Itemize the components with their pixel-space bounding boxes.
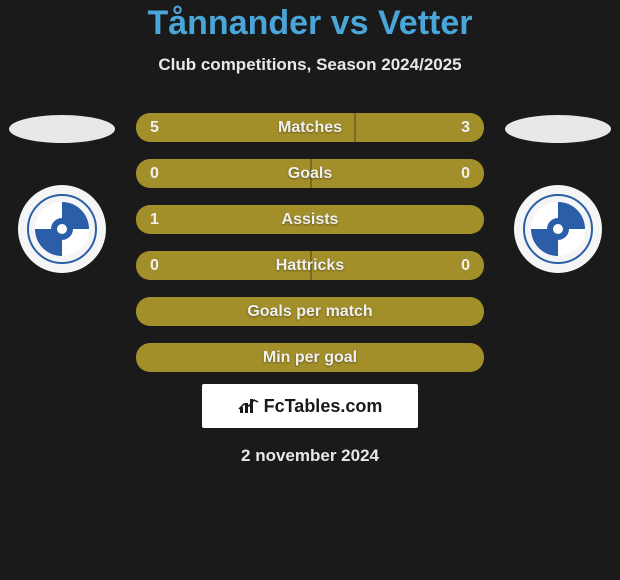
main-area: Matches53Goals00Assists1Hattricks00Goals… bbox=[0, 113, 620, 372]
stat-row: Hattricks0 0 bbox=[136, 251, 484, 280]
page-title: Tånnander vs Vetter bbox=[0, 4, 620, 43]
attribution-label: FcTables.com bbox=[264, 396, 383, 417]
stat-label: Matches bbox=[136, 119, 484, 137]
stat-row: Goals0 0 bbox=[136, 159, 484, 188]
stat-left-value: 5 bbox=[150, 119, 159, 137]
stat-row: Goals per match bbox=[136, 297, 484, 326]
stat-right-value: 0 bbox=[461, 165, 470, 183]
stat-label: Hattricks bbox=[136, 257, 484, 275]
stat-label: Goals bbox=[136, 165, 484, 183]
club-crest-icon bbox=[523, 194, 593, 264]
stat-row: Min per goal bbox=[136, 343, 484, 372]
right-player-placeholder bbox=[505, 115, 611, 143]
subtitle: Club competitions, Season 2024/2025 bbox=[0, 55, 620, 75]
stat-right-value: 3 bbox=[461, 119, 470, 137]
stat-left-value: 0 bbox=[150, 257, 159, 275]
stat-left-value: 1 bbox=[150, 211, 159, 229]
stats-column: Matches53Goals00Assists1Hattricks00Goals… bbox=[136, 113, 484, 372]
right-club-badge bbox=[514, 185, 602, 273]
club-crest-icon bbox=[27, 194, 97, 264]
stat-left-value: 0 bbox=[150, 165, 159, 183]
stat-label: Assists bbox=[136, 211, 484, 229]
left-club-badge bbox=[18, 185, 106, 273]
right-player-column bbox=[508, 113, 608, 273]
date-label: 2 november 2024 bbox=[0, 446, 620, 466]
left-player-placeholder bbox=[9, 115, 115, 143]
attribution-badge[interactable]: FcTables.com bbox=[202, 384, 418, 428]
stat-label: Min per goal bbox=[136, 349, 484, 367]
stat-row: Assists1 bbox=[136, 205, 484, 234]
comparison-widget: Tånnander vs Vetter Club competitions, S… bbox=[0, 0, 620, 466]
stat-row: Matches5 3 bbox=[136, 113, 484, 142]
stat-right-value: 0 bbox=[461, 257, 470, 275]
chart-icon bbox=[238, 397, 260, 415]
attribution-text: FcTables.com bbox=[238, 396, 383, 417]
left-player-column bbox=[12, 113, 112, 273]
stat-label: Goals per match bbox=[136, 303, 484, 321]
